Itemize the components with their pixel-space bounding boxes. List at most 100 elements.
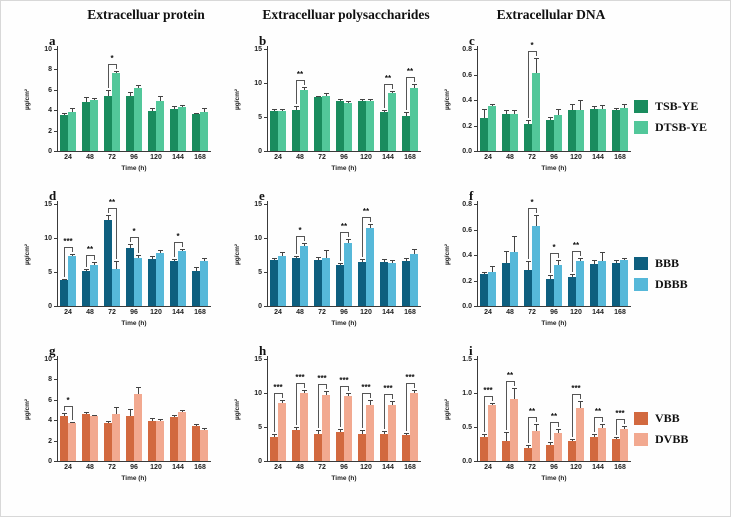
error-bar-cap xyxy=(613,107,619,109)
panel-c: c 0.0 0.2 0.4 0.6 0.8 µg/cm² 24 48 72 * 96 120 144 168… xyxy=(435,33,640,188)
significance-bracket xyxy=(484,395,492,397)
error-bar xyxy=(204,257,205,262)
legend-label-vbb: VBB xyxy=(655,411,680,425)
error-bar xyxy=(392,401,393,406)
error-bar-cap xyxy=(301,87,307,89)
error-bar-cap xyxy=(389,259,395,261)
error-bar-cap xyxy=(577,257,583,259)
y-axis-label: µg/cm² xyxy=(234,88,242,111)
y-tick xyxy=(264,393,267,394)
x-tick-label: 168 xyxy=(404,464,416,471)
x-axis xyxy=(477,306,631,307)
error-bar xyxy=(506,251,507,263)
y-tick-label: 5 xyxy=(48,269,52,276)
error-bar xyxy=(572,274,573,277)
significance-bracket-leg xyxy=(384,394,385,430)
column-header-polysaccharides: Extracelluar polysaccharides xyxy=(262,7,430,22)
bar-vbb-24 xyxy=(480,436,488,461)
x-axis-label: Time (h) xyxy=(331,320,357,327)
error-bar xyxy=(72,253,73,256)
error-bar xyxy=(182,248,183,251)
significance-bracket xyxy=(108,207,116,209)
error-bar xyxy=(616,260,617,263)
error-bar-cap xyxy=(61,278,67,280)
x-axis xyxy=(57,306,211,307)
error-bar-cap xyxy=(201,428,207,430)
y-axis-label: µg/cm² xyxy=(24,243,32,266)
error-bar-cap xyxy=(61,413,67,415)
error-bar-cap xyxy=(345,101,351,103)
bar-bbb-96 xyxy=(546,279,554,306)
error-bar xyxy=(108,214,109,220)
bar-tsb-ye-72 xyxy=(314,97,322,151)
bar-dtsb-ye-96 xyxy=(344,103,352,151)
y-tick-label: 0.6 xyxy=(462,226,472,234)
error-bar xyxy=(550,116,551,121)
y-tick-label: 5 xyxy=(258,269,262,276)
significance-bracket-leg xyxy=(528,50,529,119)
significance-bracket-leg xyxy=(362,217,363,258)
significance-bracket-leg xyxy=(580,394,581,400)
y-tick-label: 1.0 xyxy=(462,390,472,397)
bar-vbb-120 xyxy=(148,421,156,461)
legend-label-tsb-ye: TSB-YE xyxy=(655,99,699,113)
error-bar-cap xyxy=(367,400,373,402)
bar-dvbb-48 xyxy=(300,393,308,461)
y-tick xyxy=(54,110,57,112)
error-bar xyxy=(406,258,407,262)
error-bar xyxy=(580,100,581,111)
error-bar xyxy=(536,57,537,74)
significance-bracket-leg xyxy=(348,386,349,391)
bar-bbb-72 xyxy=(314,260,322,306)
x-tick-label: 24 xyxy=(484,154,492,161)
y-tick xyxy=(474,204,477,205)
significance-bracket xyxy=(384,83,392,85)
x-tick-label: 48 xyxy=(296,154,304,161)
x-tick-label: 144 xyxy=(592,464,604,471)
error-bar-cap xyxy=(403,433,409,435)
significance-stars: ** xyxy=(594,407,602,417)
bar-tsb-ye-120 xyxy=(148,111,156,151)
y-tick-label: 1.5 xyxy=(462,356,472,363)
error-bar-cap xyxy=(547,116,553,118)
bar-dtsb-ye-24 xyxy=(68,112,76,151)
significance-bracket xyxy=(318,383,326,385)
error-bar-cap xyxy=(315,95,321,97)
error-bar xyxy=(550,441,551,446)
error-bar xyxy=(86,269,87,272)
bar-vbb-144 xyxy=(590,436,598,461)
error-bar-cap xyxy=(279,108,285,110)
x-tick-label: 72 xyxy=(318,309,326,316)
error-bar-cap xyxy=(149,418,155,420)
significance-bracket-leg xyxy=(174,241,175,258)
significance-bracket xyxy=(108,64,116,66)
error-bar-cap xyxy=(271,258,277,260)
significance-bracket xyxy=(296,383,304,385)
significance-bracket xyxy=(362,393,370,395)
x-tick-label: 48 xyxy=(86,464,94,471)
significance-bracket-leg xyxy=(182,241,183,247)
error-bar xyxy=(326,93,327,96)
error-bar-cap xyxy=(489,266,495,268)
bar-vbb-24 xyxy=(270,437,278,461)
x-tick-label: 120 xyxy=(360,309,372,316)
error-bar-cap xyxy=(503,251,509,253)
significance-bracket-leg xyxy=(406,77,407,111)
y-tick-label: 0.6 xyxy=(462,71,472,79)
x-axis-label: Time (h) xyxy=(331,165,357,172)
error-bar-cap xyxy=(323,390,329,392)
y-tick-label: 0.4 xyxy=(462,97,472,104)
y-tick xyxy=(54,151,57,152)
y-axis-label: µg/cm² xyxy=(444,88,452,111)
y-tick-label: 10 xyxy=(254,80,262,87)
significance-stars: *** xyxy=(571,384,581,394)
significance-stars: *** xyxy=(273,382,283,392)
y-tick xyxy=(54,272,57,273)
bar-dvbb-120 xyxy=(366,405,374,461)
bar-dvbb-24 xyxy=(68,423,76,461)
panel-letter-d: d xyxy=(49,188,57,203)
y-tick xyxy=(264,461,267,462)
error-bar-cap xyxy=(599,252,605,254)
panel-letter-g: g xyxy=(49,343,56,358)
legend-item-dbbb: DBBB xyxy=(634,277,730,292)
